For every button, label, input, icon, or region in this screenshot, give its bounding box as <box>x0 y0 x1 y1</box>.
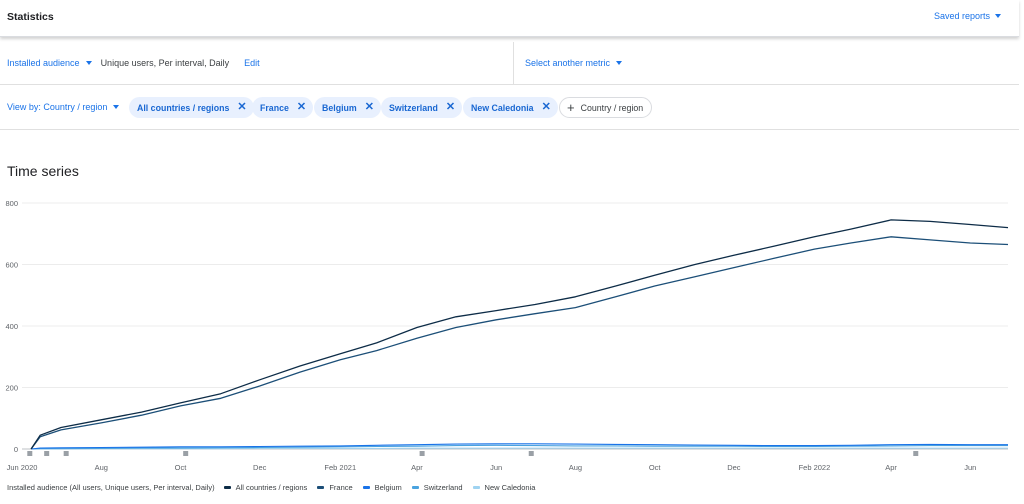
chip-all-countries[interactable]: All countries / regions ✕ <box>129 97 254 118</box>
metric-dropdown[interactable]: Installed audience <box>7 58 92 68</box>
x-tick-label: Dec <box>253 463 267 472</box>
y-tick-label: 800 <box>5 199 18 208</box>
x-tick-label: Oct <box>175 463 188 472</box>
series-line-france <box>30 236 1009 450</box>
legend-item-belgium[interactable]: Belgium <box>362 483 402 492</box>
chip-france[interactable]: France ✕ <box>252 97 314 118</box>
legend-item-france[interactable]: France <box>317 483 353 492</box>
legend-item-all[interactable]: All countries / regions <box>223 483 308 492</box>
select-another-metric-dropdown[interactable]: Select another metric <box>525 58 623 68</box>
time-series-chart: 0 200 400 600 800 Jun 2020 Aug Oct Dec Feb 2021 Ap… <box>5 199 1009 472</box>
legend-label: New Caledonia <box>484 483 536 492</box>
x-tick-label: Feb 2022 <box>799 463 831 472</box>
chip-belgium[interactable]: Belgium ✕ <box>314 97 381 118</box>
metric-name: Installed audience <box>7 58 80 68</box>
y-tick-label: 0 <box>14 445 18 454</box>
x-tick-label: Oct <box>649 463 662 472</box>
chip-label: France <box>260 102 289 113</box>
chip-label: Switzerland <box>389 102 438 113</box>
legend-label: Switzerland <box>423 483 463 492</box>
event-marker <box>63 451 69 456</box>
section-title: Time series <box>7 163 79 179</box>
x-tick-label: Dec <box>727 463 741 472</box>
legend-label: All countries / regions <box>235 483 308 492</box>
legend-swatch <box>411 486 419 489</box>
series-line-new-caledonia <box>31 447 1008 450</box>
chevron-down-icon <box>616 61 623 65</box>
view-by-dropdown[interactable]: View by: Country / region <box>7 102 120 112</box>
x-tick-label: Apr <box>885 463 897 472</box>
close-icon[interactable]: ✕ <box>237 101 247 113</box>
series-line-belgium <box>31 443 1008 450</box>
filter-row: View by: Country / region All countries … <box>0 86 1019 130</box>
legend-label: France <box>329 483 353 492</box>
add-country-region-button[interactable]: + Country / region <box>559 97 653 118</box>
legend-label: Belgium <box>374 483 402 492</box>
select-another-metric-label: Select another metric <box>525 58 611 68</box>
top-bar: Statistics Saved reports <box>0 0 1019 37</box>
x-tick-label: Jun <box>964 463 976 472</box>
chip-label: Belgium <box>322 102 357 113</box>
divider <box>513 42 514 85</box>
saved-reports-label: Saved reports <box>933 11 990 21</box>
event-marker <box>183 451 189 456</box>
chip-label: All countries / regions <box>137 102 230 113</box>
legend-title: Installed audience (All users, Unique us… <box>7 483 215 492</box>
chart-legend: Installed audience (All users, Unique us… <box>7 483 545 492</box>
legend-swatch <box>223 486 231 489</box>
series-line-switzerland <box>31 444 1008 450</box>
legend-item-switzerland[interactable]: Switzerland <box>411 483 463 492</box>
event-marker <box>528 451 534 456</box>
legend-swatch <box>317 486 325 489</box>
plus-icon: + <box>567 100 575 115</box>
chip-label: New Caledonia <box>471 102 534 113</box>
y-tick-label: 600 <box>5 261 18 270</box>
x-tick-label: Aug <box>95 463 108 472</box>
edit-metric-link[interactable]: Edit <box>244 58 260 68</box>
y-tick-label: 200 <box>5 384 18 393</box>
event-marker <box>44 451 50 456</box>
close-icon[interactable]: ✕ <box>364 101 374 113</box>
metric-row: Installed audience Unique users, Per int… <box>0 42 1019 85</box>
legend-item-new-caledonia[interactable]: New Caledonia <box>472 483 536 492</box>
series-line-all-countries-regions <box>30 219 1009 450</box>
chip-new-caledonia[interactable]: New Caledonia ✕ <box>463 97 558 118</box>
close-icon[interactable]: ✕ <box>445 101 456 113</box>
y-tick-label: 400 <box>5 322 18 331</box>
x-tick-label: Aug <box>569 463 582 472</box>
page-title: Statistics <box>7 11 54 23</box>
add-chip-label: Country / region <box>580 102 644 113</box>
chip-switzerland[interactable]: Switzerland ✕ <box>381 97 463 118</box>
chevron-down-icon <box>113 105 120 109</box>
x-tick-label: Jun 2020 <box>7 463 38 472</box>
saved-reports-button[interactable]: Saved reports <box>934 11 1001 21</box>
close-icon[interactable]: ✕ <box>541 101 551 113</box>
x-tick-label: Apr <box>411 463 423 472</box>
chevron-down-icon <box>85 61 92 65</box>
x-tick-label: Feb 2021 <box>324 463 356 472</box>
legend-swatch <box>472 486 480 489</box>
metric-description: Unique users, Per interval, Daily <box>100 58 230 68</box>
event-marker <box>419 451 425 456</box>
event-marker <box>27 451 33 456</box>
chevron-down-icon <box>995 14 1001 18</box>
event-marker <box>913 451 919 456</box>
x-tick-label: Jun <box>490 463 502 472</box>
view-by-label: View by: Country / region <box>7 102 108 112</box>
legend-swatch <box>362 486 370 489</box>
close-icon[interactable]: ✕ <box>296 101 307 113</box>
